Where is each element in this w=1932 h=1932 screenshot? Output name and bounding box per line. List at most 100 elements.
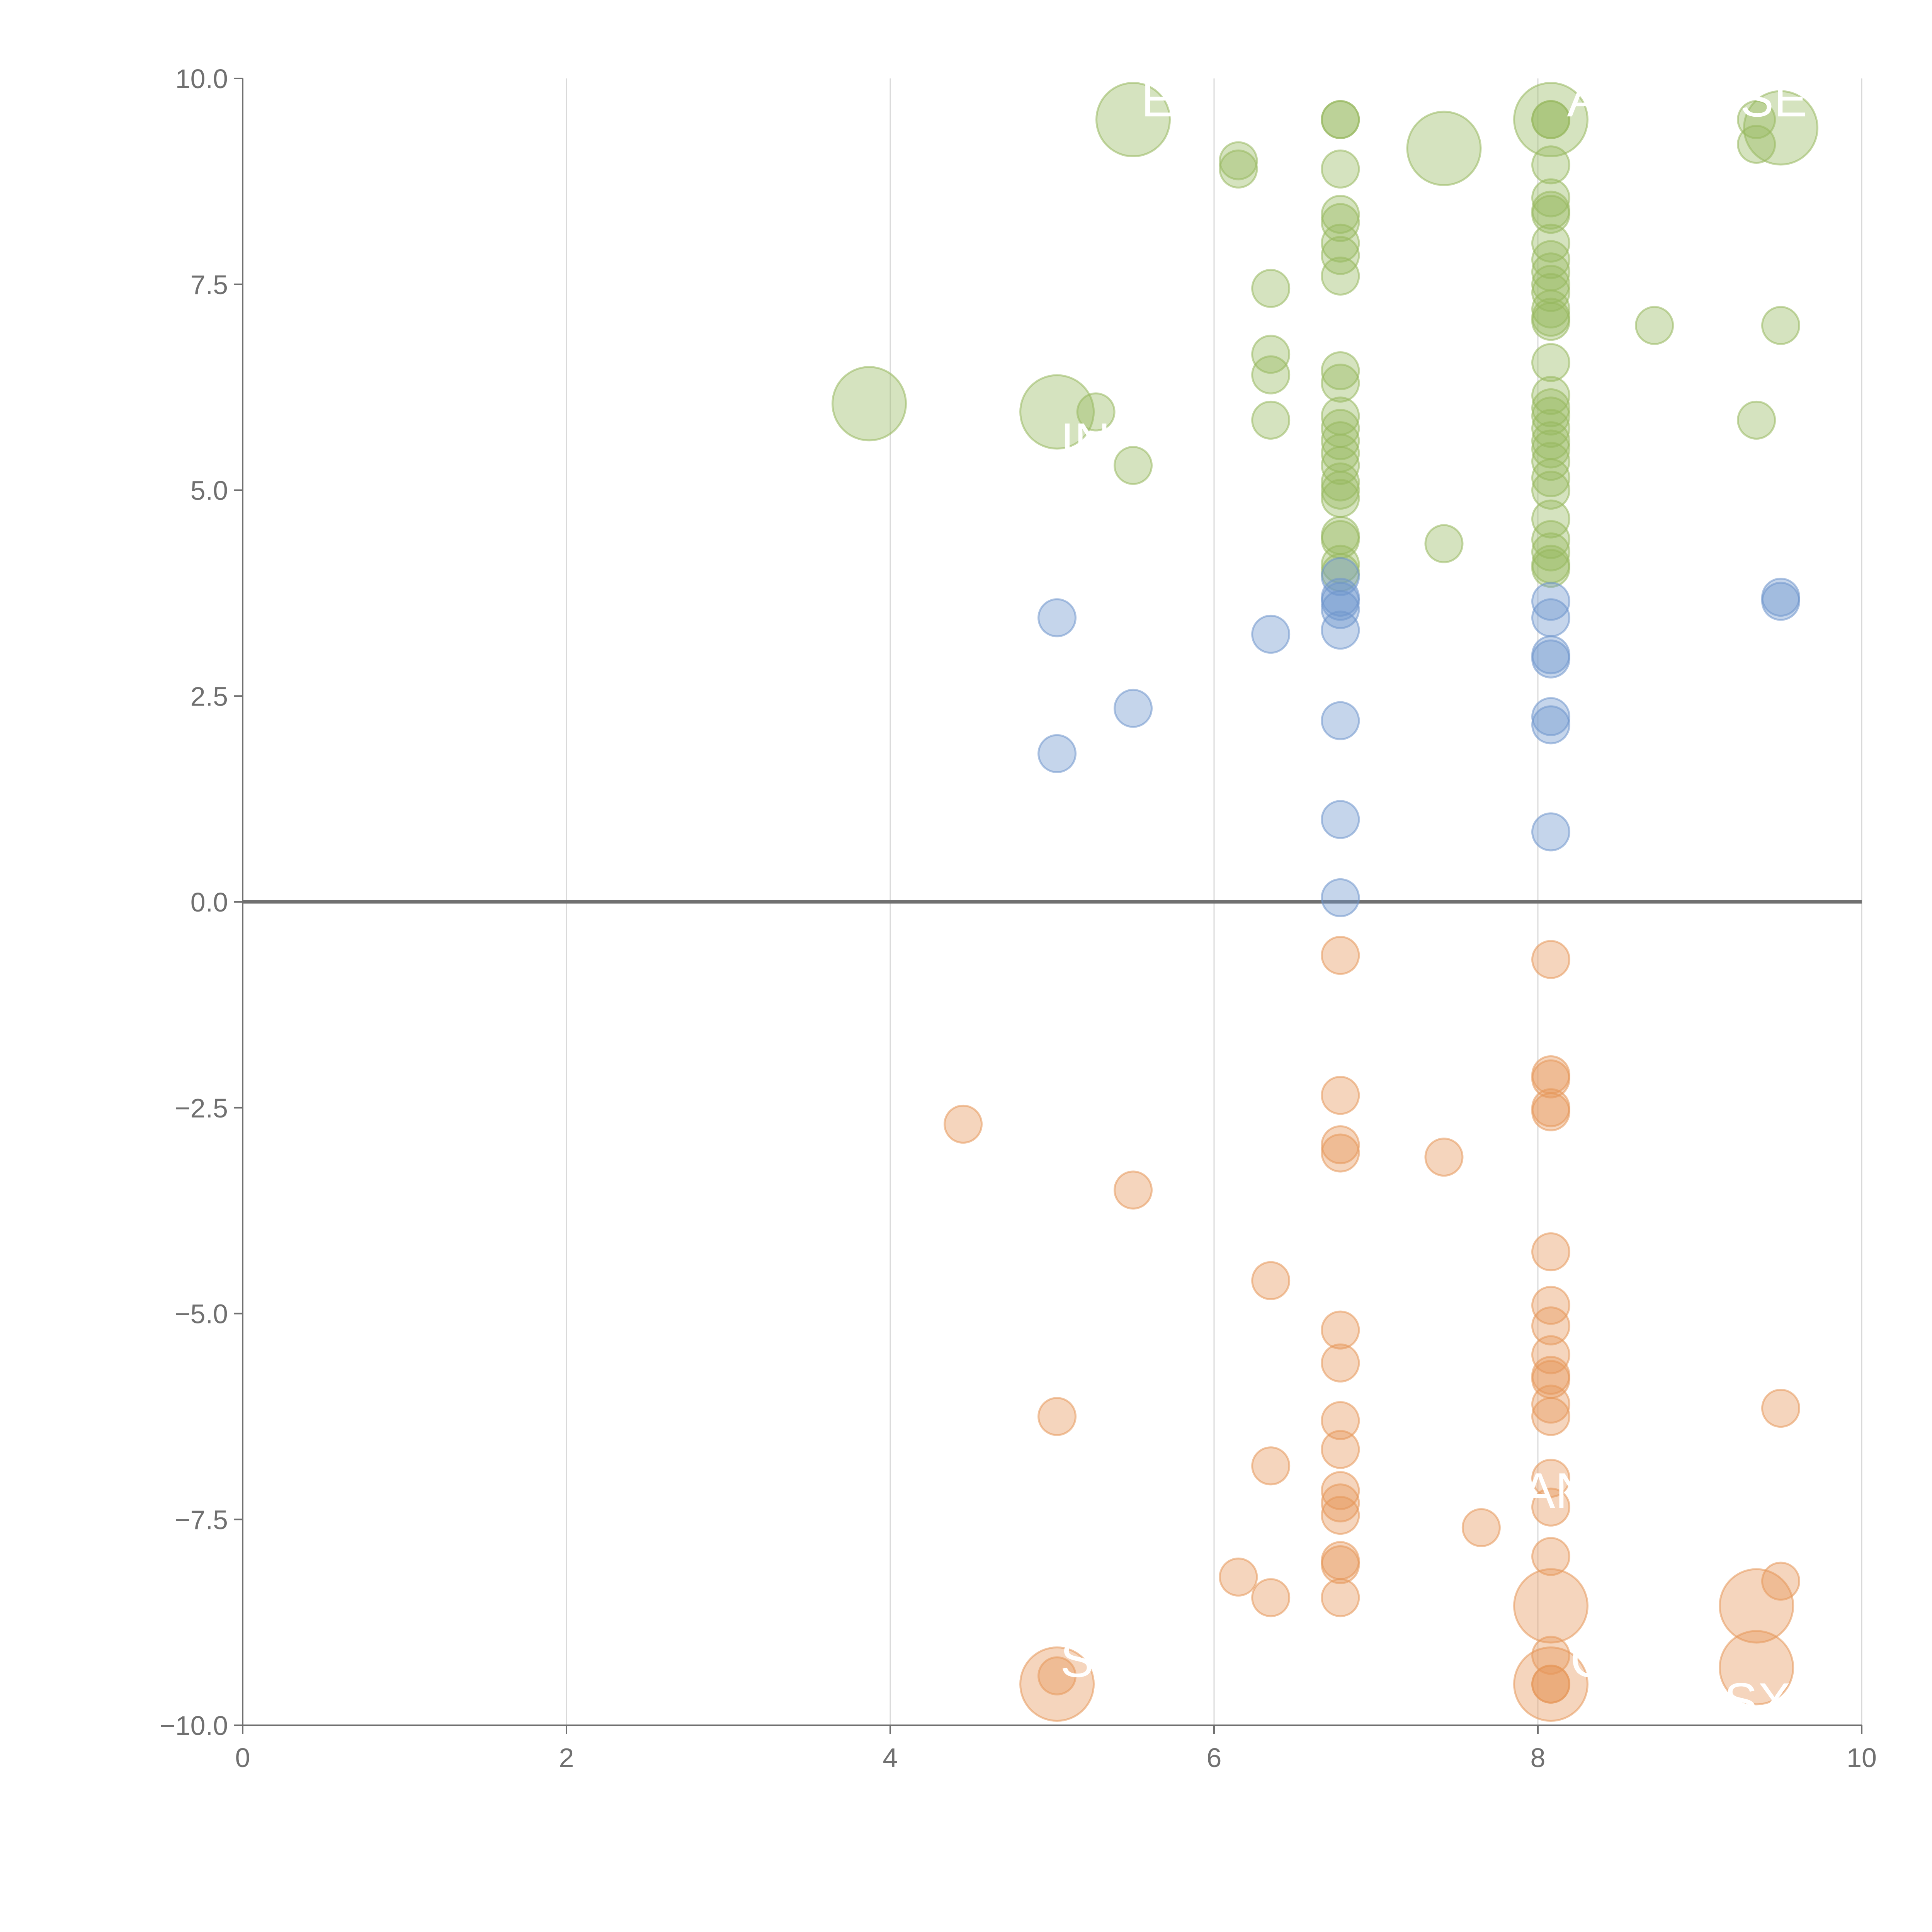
neutral-bubble bbox=[1037, 598, 1077, 638]
positive-bubble bbox=[1531, 471, 1571, 510]
negative-bubble bbox=[1531, 1306, 1571, 1345]
positive-bubble bbox=[1114, 446, 1153, 485]
negative-bubble bbox=[1424, 1138, 1464, 1177]
positive-bubble bbox=[1406, 111, 1482, 186]
neutral-bubble bbox=[1531, 639, 1571, 679]
negative-bubble bbox=[1761, 1561, 1800, 1601]
negative-bubble bbox=[1251, 1261, 1291, 1300]
bubble-label: AN bbox=[1522, 1463, 1592, 1519]
bubble-layer bbox=[832, 82, 1818, 1722]
neutral-bubble bbox=[1251, 614, 1291, 654]
positive-bubble bbox=[1743, 90, 1818, 166]
neutral-bubble bbox=[1037, 734, 1077, 773]
negative-bubble bbox=[1114, 1170, 1153, 1210]
positive-bubble bbox=[1635, 306, 1674, 345]
y-tick-label: 0.0 bbox=[190, 887, 228, 917]
negative-bubble bbox=[1531, 1232, 1571, 1272]
negative-bubble bbox=[1761, 1389, 1800, 1428]
negative-bubble bbox=[1531, 1384, 1571, 1424]
neutral-bubble bbox=[1531, 705, 1571, 745]
negative-bubble bbox=[1719, 1630, 1794, 1706]
negative-bubble bbox=[1531, 1092, 1571, 1131]
negative-bubble bbox=[1251, 1446, 1291, 1486]
positive-bubble bbox=[1321, 351, 1360, 391]
neutral-bubble bbox=[1321, 611, 1360, 650]
positive-bubble bbox=[1321, 195, 1360, 234]
negative-bubble bbox=[1513, 1646, 1589, 1722]
bubble-label: C bbox=[1570, 1631, 1607, 1688]
positive-bubble bbox=[832, 366, 907, 442]
y-tick-label: 5.0 bbox=[190, 476, 228, 506]
neutral-bubble bbox=[1321, 701, 1360, 740]
neutral-bubble bbox=[1321, 878, 1360, 917]
positive-bubble bbox=[1251, 269, 1291, 308]
neutral-bubble bbox=[1321, 590, 1360, 629]
y-tick-label: 2.5 bbox=[190, 681, 228, 711]
positive-bubble bbox=[1531, 100, 1571, 139]
positive-bubble bbox=[1531, 458, 1571, 498]
negative-bubble bbox=[1037, 1397, 1077, 1436]
positive-bubble bbox=[1531, 195, 1571, 234]
positive-bubble bbox=[1761, 306, 1800, 345]
positive-bubble bbox=[1531, 499, 1571, 539]
positive-bubble bbox=[1219, 141, 1258, 180]
x-tick-label: 10 bbox=[1847, 1743, 1877, 1773]
positive-bubble bbox=[1424, 524, 1464, 563]
positive-bubble bbox=[1737, 124, 1776, 164]
y-tick-label: −2.5 bbox=[175, 1093, 228, 1123]
positive-bubble bbox=[1321, 236, 1360, 275]
positive-bubble bbox=[1531, 289, 1571, 329]
negative-bubble bbox=[1251, 1578, 1291, 1617]
negative-bubble bbox=[1531, 1537, 1571, 1576]
neutral-bubble bbox=[1761, 582, 1800, 621]
positive-bubble bbox=[1531, 409, 1571, 448]
positive-bubble bbox=[1531, 429, 1571, 469]
negative-bubble bbox=[1321, 1310, 1360, 1350]
positive-bubble bbox=[1321, 471, 1360, 510]
positive-bubble bbox=[1531, 223, 1571, 263]
negative-bubble bbox=[1321, 1401, 1360, 1440]
neutral-bubble bbox=[1114, 689, 1153, 728]
y-tick-label: −7.5 bbox=[175, 1505, 228, 1535]
bubble-label: A bbox=[1567, 71, 1600, 127]
neutral-bubble bbox=[1531, 697, 1571, 736]
bubble-label: SE bbox=[1740, 71, 1807, 127]
negative-bubble bbox=[1321, 1125, 1360, 1165]
negative-bubble bbox=[1019, 1646, 1095, 1722]
positive-bubble bbox=[1531, 343, 1571, 382]
neutral-bubble bbox=[1531, 582, 1571, 621]
positive-bubble bbox=[1095, 82, 1171, 158]
positive-bubble bbox=[1531, 302, 1571, 341]
negative-bubble bbox=[1321, 1076, 1360, 1115]
positive-bubble bbox=[1513, 82, 1589, 158]
y-tick-label: −5.0 bbox=[175, 1299, 228, 1329]
negative-bubble bbox=[1531, 1397, 1571, 1436]
negative-bubble bbox=[1531, 1459, 1571, 1498]
negative-bubble bbox=[1321, 1430, 1360, 1469]
positive-bubble bbox=[1019, 374, 1095, 450]
negative-bubble bbox=[1321, 1133, 1360, 1173]
negative-bubble bbox=[1321, 1483, 1360, 1523]
positive-bubble bbox=[1219, 149, 1258, 189]
axes-layer: 0 2 4 6 8 10 10.0 7.5 5.0 2.5 0.0 −2.5 −5.0 −7.5 −10.0 bbox=[160, 64, 1877, 1773]
positive-bubble bbox=[1531, 388, 1571, 427]
y-tick-label: 7.5 bbox=[190, 270, 228, 300]
positive-bubble bbox=[1321, 479, 1360, 518]
neutral-bubble bbox=[1531, 812, 1571, 852]
x-tick-label: 4 bbox=[883, 1743, 898, 1773]
negative-bubble bbox=[1321, 1545, 1360, 1584]
negative-bubble bbox=[1531, 1664, 1571, 1704]
negative-bubble bbox=[1531, 940, 1571, 979]
positive-bubble bbox=[1531, 178, 1571, 218]
negative-bubble bbox=[1531, 1286, 1571, 1325]
positive-bubble bbox=[1321, 149, 1360, 189]
positive-bubble bbox=[1321, 223, 1360, 263]
x-tick-label: 8 bbox=[1531, 1743, 1546, 1773]
positive-bubble bbox=[1531, 145, 1571, 185]
positive-bubble bbox=[1251, 335, 1291, 374]
negative-bubble bbox=[1321, 1343, 1360, 1383]
positive-bubble bbox=[1737, 400, 1776, 440]
x-tick-label: 6 bbox=[1207, 1743, 1222, 1773]
negative-bubble bbox=[1531, 1487, 1571, 1527]
